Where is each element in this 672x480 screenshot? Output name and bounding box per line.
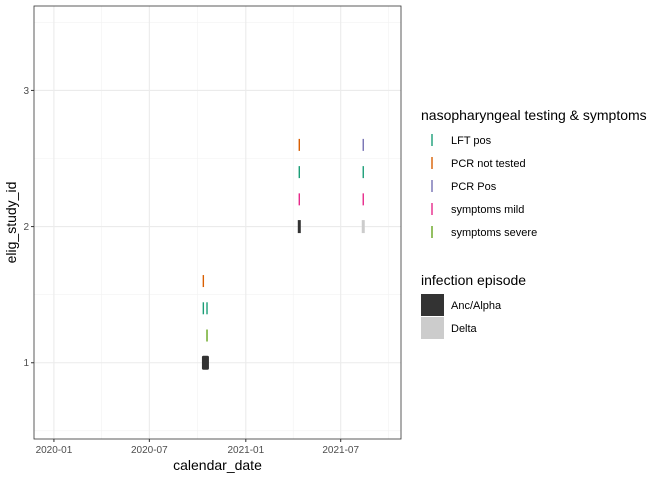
legend-title-episode: infection episode bbox=[421, 272, 526, 288]
legend-label: PCR not tested bbox=[451, 158, 526, 170]
x-tick-label: 2020-01 bbox=[36, 445, 73, 456]
y-tick-label: 3 bbox=[23, 86, 29, 97]
x-axis-title: calendar_date bbox=[173, 457, 262, 473]
legend: nasopharyngeal testing & symptoms LFT pos… bbox=[421, 107, 647, 339]
episode-marks bbox=[201, 220, 365, 370]
y-tick-label: 1 bbox=[23, 358, 29, 369]
axis-ticks: 2020-01 2020-07 2021-01 2021-07 1 2 3 bbox=[23, 86, 359, 456]
legend-label: LFT pos bbox=[451, 135, 492, 147]
episode-mark bbox=[361, 220, 365, 234]
x-tick-label: 2021-07 bbox=[322, 445, 359, 456]
y-axis-title: elig_study_id bbox=[3, 182, 19, 264]
y-tick-label: 2 bbox=[23, 222, 29, 233]
x-tick-label: 2021-01 bbox=[227, 445, 264, 456]
series-marks bbox=[202, 138, 364, 342]
legend-title-testing: nasopharyngeal testing & symptoms bbox=[421, 107, 647, 123]
legend-label: Anc/Alpha bbox=[451, 300, 502, 312]
episode-mark bbox=[297, 220, 301, 234]
legend-label: PCR Pos bbox=[451, 181, 497, 193]
legend-label: Delta bbox=[451, 323, 478, 335]
episode-mark bbox=[201, 355, 209, 370]
legend-label: symptoms mild bbox=[451, 204, 524, 216]
legend-key bbox=[421, 294, 444, 316]
legend-label: symptoms severe bbox=[451, 227, 537, 239]
x-tick-label: 2020-07 bbox=[131, 445, 168, 456]
legend-key bbox=[421, 317, 444, 339]
plot-panel-border bbox=[33, 5, 402, 440]
grid-lines bbox=[34, 6, 401, 439]
